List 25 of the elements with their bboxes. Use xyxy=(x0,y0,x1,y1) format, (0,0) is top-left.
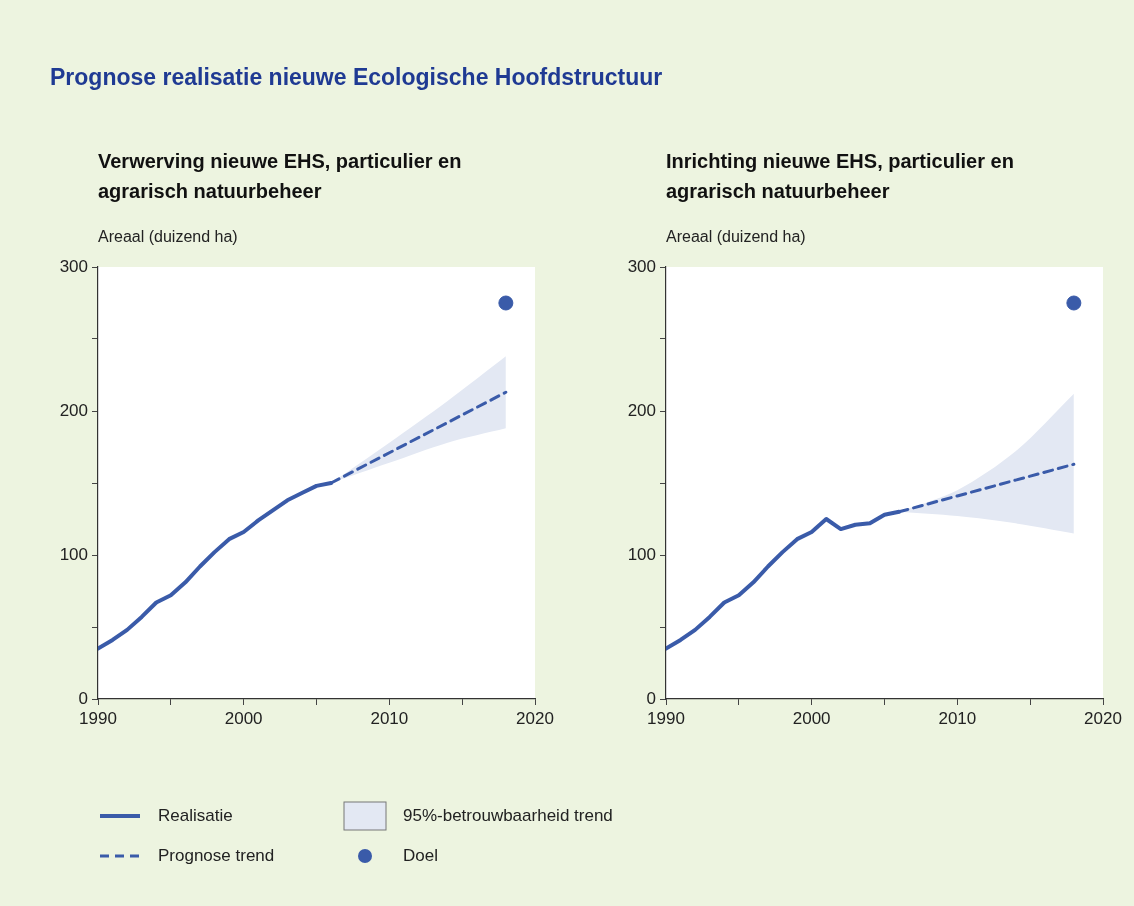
x-tick-label: 2000 xyxy=(792,708,831,728)
x-tick-label: 2020 xyxy=(1084,708,1122,728)
y-tick-label: 100 xyxy=(627,544,656,564)
y-tick-label: 0 xyxy=(78,688,88,708)
y-tick-label: 0 xyxy=(646,688,656,708)
y-tick-label: 200 xyxy=(627,400,656,420)
chart-subtitle: Verwerving nieuwe EHS, particulier en agrarisch natuurbeheer xyxy=(98,149,463,204)
chart-title: Prognose realisatie nieuwe Ecologische Hoofdstructuur xyxy=(50,64,663,91)
x-tick-label: 2010 xyxy=(938,708,977,728)
chart-subtitle: Inrichting nieuwe EHS, particulier en agrarisch natuurbeheer xyxy=(666,149,1015,204)
x-tick-label: 2020 xyxy=(516,708,554,728)
x-tick-label: 2010 xyxy=(370,708,409,728)
x-tick-label: 1990 xyxy=(79,708,117,728)
y-tick-label: 300 xyxy=(627,256,656,276)
text: 95%-betrouwbaarheid trend xyxy=(403,806,613,826)
x-tick-label: 1990 xyxy=(647,708,685,728)
y-axis-title: Areaal (duizend ha) xyxy=(98,228,238,246)
legend-label: Realisatie xyxy=(158,806,233,826)
legend-label: Doel xyxy=(403,846,438,866)
y-tick-label: 100 xyxy=(59,544,88,564)
y-tick-label: 300 xyxy=(59,256,88,276)
legend-label: Prognose trend xyxy=(158,846,275,866)
x-tick-label: 2000 xyxy=(224,708,263,728)
y-tick-label: 200 xyxy=(59,400,88,420)
y-axis-title: Areaal (duizend ha) xyxy=(666,228,806,246)
